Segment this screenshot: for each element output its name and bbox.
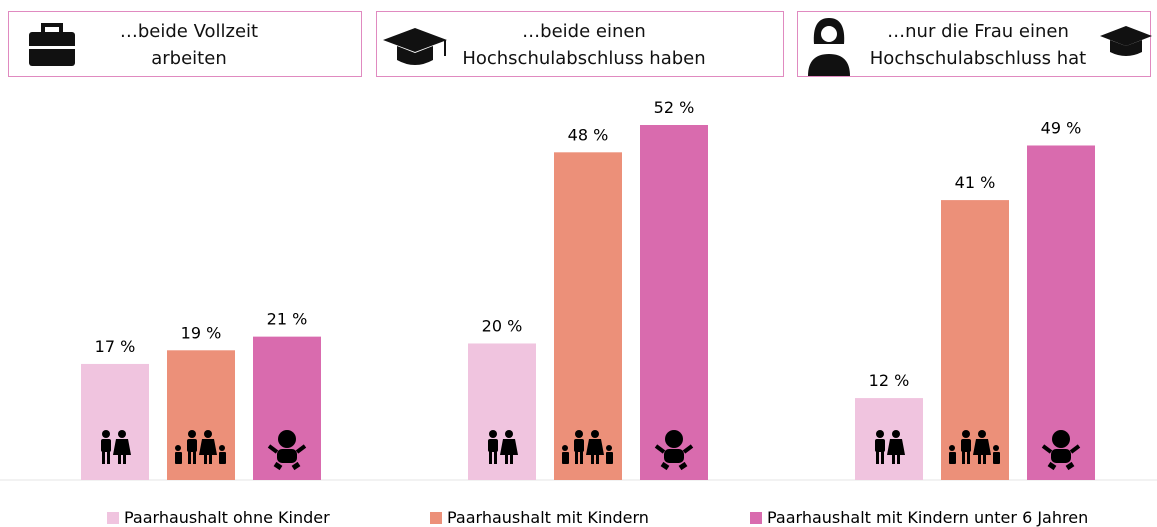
people-icon [488, 430, 518, 464]
group-header: …nur die Frau einen Hochschulabschluss h… [797, 11, 1152, 77]
people-icon [101, 430, 131, 464]
value-label: 41 % [955, 173, 996, 192]
bar [1027, 145, 1095, 480]
people-icon [562, 430, 613, 464]
bar [640, 125, 708, 480]
value-label: 12 % [869, 371, 910, 390]
people-icon [175, 430, 226, 464]
people-icon [1043, 430, 1079, 468]
people-icon [949, 430, 1000, 464]
header-text: …beide einen Hochschulabschluss haben [462, 21, 706, 69]
cap-icon [383, 28, 447, 65]
group-header: …beide einen Hochschulabschluss haben [376, 11, 784, 77]
bar [468, 343, 536, 480]
people-icon [875, 430, 905, 464]
legend-label: Paarhaushalt mit Kindern [447, 508, 649, 527]
legend-swatch [430, 512, 442, 524]
people-icon [269, 430, 305, 468]
value-label: 21 % [267, 310, 308, 329]
legend-label: Paarhaushalt ohne Kinder [124, 508, 330, 527]
bar [167, 350, 235, 480]
bar [554, 152, 622, 481]
value-label: 52 % [654, 98, 695, 117]
value-label: 20 % [482, 316, 523, 335]
header-text: …nur die Frau einen Hochschulabschluss h… [869, 21, 1087, 69]
people-icon [656, 430, 692, 468]
bar [81, 363, 149, 480]
legend-swatch [750, 512, 762, 524]
legend-label: Paarhaushalt mit Kindern unter 6 Jahren [767, 508, 1088, 527]
bar [941, 200, 1009, 480]
cap-icon [1100, 26, 1152, 56]
briefcase-icon [29, 23, 75, 66]
woman-icon [808, 18, 850, 76]
value-label: 19 % [181, 323, 222, 342]
value-label: 17 % [95, 337, 136, 356]
header-text: …beide Vollzeit arbeiten [119, 21, 259, 69]
group-header: …beide Vollzeit arbeiten [8, 11, 362, 77]
bar [855, 398, 923, 480]
legend-swatch [107, 512, 119, 524]
value-label: 49 % [1041, 118, 1082, 137]
value-label: 48 % [568, 125, 609, 144]
bar [253, 336, 321, 480]
